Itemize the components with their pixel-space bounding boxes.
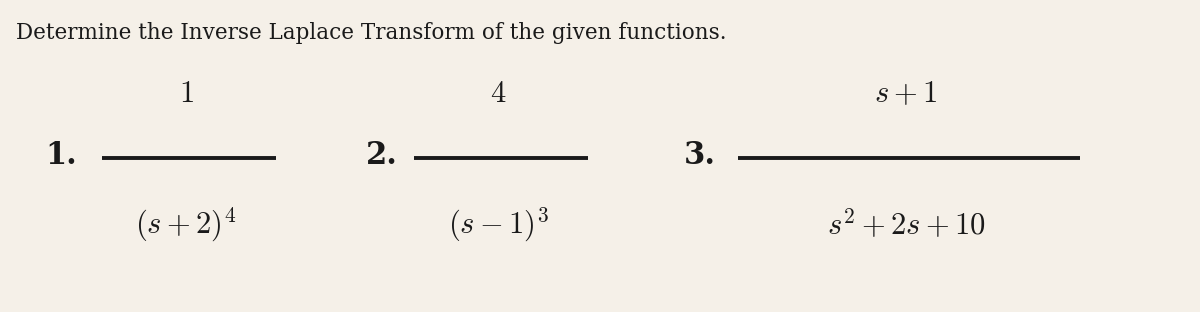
Text: 3.: 3. [684, 140, 716, 172]
Text: 1.: 1. [46, 140, 77, 172]
Text: 2.: 2. [366, 140, 398, 172]
Text: $4$: $4$ [490, 78, 506, 109]
Text: $s+1$: $s+1$ [874, 78, 938, 109]
Text: $1$: $1$ [179, 78, 193, 109]
Text: $(s-1)^3$: $(s-1)^3$ [448, 205, 548, 244]
Text: $(s+2)^4$: $(s+2)^4$ [136, 205, 236, 244]
Text: Determine the Inverse Laplace Transform of the given functions.: Determine the Inverse Laplace Transform … [16, 22, 726, 44]
Text: $s^2+2s+10$: $s^2+2s+10$ [827, 208, 985, 241]
